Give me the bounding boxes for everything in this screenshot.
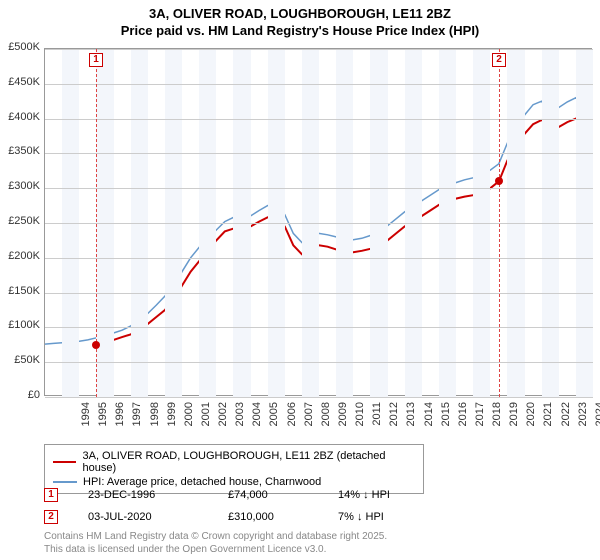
x-axis-label: 2012 (388, 402, 400, 442)
x-axis-label: 2006 (286, 402, 298, 442)
y-axis-label: £400K (0, 111, 40, 123)
x-axis-label: 2003 (234, 402, 246, 442)
x-axis-label: 2019 (508, 402, 520, 442)
y-axis-label: £250K (0, 215, 40, 227)
gridline-horizontal (45, 119, 593, 120)
event-price: £74,000 (228, 489, 308, 501)
x-axis-label: 2014 (423, 402, 435, 442)
chart-title: 3A, OLIVER ROAD, LOUGHBOROUGH, LE11 2BZ … (0, 0, 600, 40)
x-axis-label: 1999 (166, 402, 178, 442)
y-axis-label: £300K (0, 180, 40, 192)
y-axis-label: £50K (0, 354, 40, 366)
title-line-2: Price paid vs. HM Land Registry's House … (0, 23, 600, 40)
x-axis-label: 1996 (114, 402, 126, 442)
x-axis-label: 2020 (525, 402, 537, 442)
event-delta: 7% ↓ HPI (338, 511, 418, 523)
gridline-horizontal (45, 293, 593, 294)
gridline-horizontal (45, 153, 593, 154)
y-axis-label: £450K (0, 76, 40, 88)
x-axis-label: 2005 (268, 402, 280, 442)
chart-container: 3A, OLIVER ROAD, LOUGHBOROUGH, LE11 2BZ … (0, 0, 600, 560)
title-line-1: 3A, OLIVER ROAD, LOUGHBOROUGH, LE11 2BZ (0, 6, 600, 23)
event-row: 2 03-JUL-2020 £310,000 7% ↓ HPI (44, 506, 418, 528)
x-axis-label: 2017 (474, 402, 486, 442)
x-axis-label: 2011 (371, 402, 383, 442)
y-axis-label: £350K (0, 145, 40, 157)
legend-row: 3A, OLIVER ROAD, LOUGHBOROUGH, LE11 2BZ … (53, 449, 415, 475)
gridline-horizontal (45, 362, 593, 363)
x-axis-label: 2001 (200, 402, 212, 442)
x-axis-label: 2013 (405, 402, 417, 442)
event-row-marker: 1 (44, 488, 58, 502)
event-date: 03-JUL-2020 (88, 511, 198, 523)
x-axis-label: 2008 (320, 402, 332, 442)
y-axis-label: £200K (0, 250, 40, 262)
event-date: 23-DEC-1996 (88, 489, 198, 501)
y-axis-label: £0 (0, 389, 40, 401)
x-axis-label: 2004 (251, 402, 263, 442)
gridline-horizontal (45, 49, 593, 50)
x-axis-label: 2009 (337, 402, 349, 442)
event-marker-dot (495, 177, 503, 185)
y-axis-label: £100K (0, 319, 40, 331)
event-marker-dot (92, 341, 100, 349)
x-axis-label: 2000 (183, 402, 195, 442)
y-axis-label: £150K (0, 285, 40, 297)
x-axis-label: 1994 (80, 402, 92, 442)
event-marker-box: 2 (492, 53, 506, 67)
x-axis-label: 1995 (97, 402, 109, 442)
gridline-horizontal (45, 84, 593, 85)
x-axis-label: 2018 (491, 402, 503, 442)
gridline-horizontal (45, 258, 593, 259)
event-marker-line (499, 49, 500, 397)
y-axis-label: £500K (0, 41, 40, 53)
x-axis-label: 2010 (354, 402, 366, 442)
gridline-horizontal (45, 223, 593, 224)
x-axis-label: 2016 (457, 402, 469, 442)
footer-line-1: Contains HM Land Registry data © Crown c… (44, 530, 387, 543)
legend-swatch (53, 461, 76, 463)
footer: Contains HM Land Registry data © Crown c… (44, 530, 387, 556)
gridline-horizontal (45, 397, 593, 398)
x-axis-label: 2024 (594, 402, 600, 442)
event-delta: 14% ↓ HPI (338, 489, 418, 501)
plot-area: 12 (44, 48, 592, 396)
event-row: 1 23-DEC-1996 £74,000 14% ↓ HPI (44, 484, 418, 506)
gridline-horizontal (45, 188, 593, 189)
event-table: 1 23-DEC-1996 £74,000 14% ↓ HPI 2 03-JUL-2020… (44, 484, 418, 528)
event-row-marker: 2 (44, 510, 58, 524)
event-price: £310,000 (228, 511, 308, 523)
legend-label: 3A, OLIVER ROAD, LOUGHBOROUGH, LE11 2BZ … (82, 450, 415, 474)
x-axis-label: 1998 (149, 402, 161, 442)
x-axis-label: 1997 (131, 402, 143, 442)
x-axis-label: 2022 (560, 402, 572, 442)
x-axis-label: 2015 (440, 402, 452, 442)
x-axis-label: 2021 (542, 402, 554, 442)
legend-swatch (53, 481, 77, 483)
x-axis-label: 2002 (217, 402, 229, 442)
footer-line-2: This data is licensed under the Open Gov… (44, 543, 387, 556)
x-axis-label: 2007 (303, 402, 315, 442)
event-marker-box: 1 (89, 53, 103, 67)
gridline-horizontal (45, 327, 593, 328)
x-axis-label: 2023 (577, 402, 589, 442)
